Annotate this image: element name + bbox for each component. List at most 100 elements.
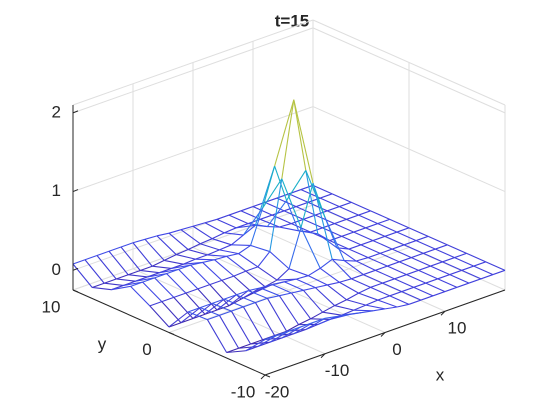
mesh-segment	[240, 210, 261, 220]
mesh-segment	[231, 244, 251, 246]
mesh-segment	[224, 232, 244, 236]
mesh-segment	[334, 223, 355, 233]
mesh-segment	[156, 235, 177, 255]
mesh-segment	[281, 99, 295, 179]
mesh-segment	[307, 275, 328, 286]
mesh-segment	[298, 318, 311, 326]
mesh-segment	[415, 240, 436, 250]
mesh-segment	[219, 244, 232, 251]
x-axis-label: x	[436, 365, 445, 384]
mesh-segment	[437, 278, 458, 288]
mesh-segment	[173, 292, 186, 298]
mesh-segment	[377, 295, 390, 301]
mesh-segment	[286, 170, 307, 201]
mesh-segment	[283, 210, 304, 220]
mesh-segment	[72, 263, 93, 288]
mesh-segment	[449, 269, 462, 276]
mesh-segment	[291, 289, 304, 294]
mesh-segment	[384, 235, 405, 246]
mesh-segment	[166, 273, 187, 294]
mesh-segment	[199, 307, 220, 316]
mesh-segment	[355, 260, 376, 271]
mesh-segment	[348, 244, 362, 250]
mesh-segment	[264, 201, 285, 212]
mesh-segment	[293, 99, 307, 171]
mesh-segment	[307, 201, 328, 212]
mesh-segment	[212, 298, 225, 304]
mesh-segment	[192, 222, 206, 227]
mesh-segment	[317, 315, 338, 325]
mesh-segment	[310, 318, 330, 320]
mesh-segment	[403, 244, 424, 254]
mesh-segment	[209, 284, 230, 307]
mesh-segment	[187, 311, 208, 321]
mesh-segment	[207, 249, 220, 256]
mesh-segment	[216, 214, 230, 220]
mesh-segment	[437, 274, 450, 280]
mesh-segment	[149, 305, 170, 328]
mesh-segment	[190, 261, 203, 266]
mesh-segment	[216, 218, 237, 229]
mesh-segment	[331, 258, 352, 280]
mesh-segment	[389, 218, 410, 229]
mesh-segment	[187, 243, 201, 251]
mesh-segment	[180, 307, 201, 324]
mesh-segment	[96, 250, 110, 257]
mesh-segment	[108, 250, 129, 276]
mesh-segment	[173, 297, 194, 319]
mesh-segment	[168, 311, 189, 328]
mesh-segment	[192, 225, 213, 240]
mesh-segment	[322, 311, 342, 316]
mesh-segment	[279, 226, 299, 232]
mesh-segment	[238, 345, 258, 349]
mesh-segment	[84, 259, 105, 284]
y-tick	[168, 332, 175, 335]
mesh-segment	[104, 282, 124, 286]
mesh-segment	[319, 197, 340, 208]
x-tick	[320, 353, 326, 359]
mesh-segment	[339, 201, 352, 208]
mesh-segment	[432, 291, 446, 297]
mesh-segment	[84, 255, 98, 261]
mesh-segment	[149, 301, 162, 307]
mesh-segment	[128, 269, 141, 276]
y-tick-label: 10	[42, 297, 61, 316]
x-tick	[440, 310, 446, 316]
mesh-segment	[257, 251, 271, 268]
mesh-segment	[461, 269, 482, 280]
mesh-segment	[116, 274, 129, 280]
mesh-segment	[353, 227, 366, 233]
mesh-segment	[365, 299, 379, 306]
mesh-segment	[346, 299, 366, 306]
mesh-segment	[166, 268, 179, 275]
mesh-segment	[380, 248, 393, 254]
grid-line	[168, 247, 410, 333]
mesh-segment	[195, 258, 215, 261]
mesh-segment	[360, 244, 381, 254]
mesh-segment	[264, 334, 278, 341]
mesh-segment	[176, 254, 196, 260]
mesh-segment	[266, 200, 288, 227]
mesh-segment	[327, 210, 347, 220]
mesh-segment	[132, 238, 146, 244]
mesh-segment	[211, 232, 225, 240]
z-tick-label: 1	[52, 181, 61, 200]
mesh-segment	[404, 240, 417, 246]
mesh-segment	[480, 274, 494, 280]
mesh-segment	[272, 281, 285, 286]
z-tick	[72, 267, 79, 271]
mesh-segment	[252, 206, 273, 216]
mesh-segment	[399, 257, 412, 263]
mesh-segment	[212, 238, 232, 246]
mesh-segment	[230, 310, 252, 345]
mesh-segment	[288, 268, 309, 277]
mesh-segment	[435, 248, 455, 259]
mesh-segment	[312, 184, 333, 195]
mesh-segment	[365, 304, 386, 310]
mesh-segment	[250, 207, 264, 246]
mesh-segment	[372, 308, 386, 312]
mesh-segment	[204, 222, 225, 234]
mesh-segment	[399, 261, 419, 271]
mesh-segment	[248, 287, 261, 292]
mesh-segment	[288, 227, 302, 269]
